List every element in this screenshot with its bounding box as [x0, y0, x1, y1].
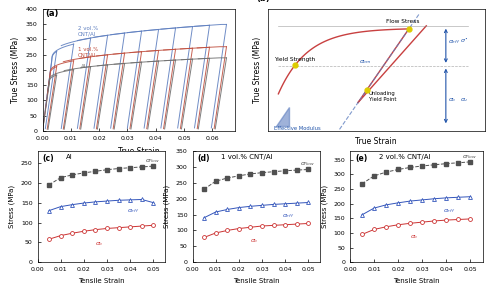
- Text: $\sigma_{eff}$: $\sigma_{eff}$: [448, 38, 460, 46]
- Text: Flow Stress: Flow Stress: [386, 19, 419, 25]
- X-axis label: Tensile Strain: Tensile Strain: [78, 278, 124, 284]
- Text: (b): (b): [256, 0, 270, 3]
- Text: $\sigma_{bm}$: $\sigma_{bm}$: [359, 58, 372, 66]
- Text: $\sigma_b$: $\sigma_b$: [410, 233, 418, 241]
- Text: (e): (e): [356, 154, 368, 163]
- Text: $\sigma_b$: $\sigma_b$: [448, 96, 456, 104]
- Text: $\sigma_{flow}$: $\sigma_{flow}$: [462, 153, 477, 161]
- Text: $\sigma_{flow}$: $\sigma_{flow}$: [300, 160, 315, 168]
- Polygon shape: [276, 107, 289, 126]
- Text: $\sigma_u$: $\sigma_u$: [460, 96, 468, 104]
- Text: $\sigma_{eff}$: $\sigma_{eff}$: [443, 207, 455, 215]
- Y-axis label: Stress (MPa): Stress (MPa): [322, 185, 328, 228]
- Text: 2 vol.% CNT/Al: 2 vol.% CNT/Al: [379, 154, 430, 160]
- Text: Unloading
Yield Point: Unloading Yield Point: [369, 91, 396, 102]
- X-axis label: True Strain: True Strain: [356, 137, 397, 146]
- Text: 1 vol.%
CNT/Al: 1 vol.% CNT/Al: [78, 47, 98, 58]
- Text: $\sigma_{eff}$: $\sigma_{eff}$: [282, 212, 294, 220]
- Y-axis label: Stress (MPa): Stress (MPa): [9, 185, 16, 228]
- Text: (a): (a): [46, 9, 59, 18]
- X-axis label: Tensile Strain: Tensile Strain: [233, 278, 280, 284]
- Y-axis label: True Stress (MPa): True Stress (MPa): [12, 37, 20, 103]
- Text: Al: Al: [80, 64, 86, 69]
- Text: $\sigma^{\bullet}$: $\sigma^{\bullet}$: [460, 37, 468, 45]
- Text: 2 vol.%
CNT/Al: 2 vol.% CNT/Al: [78, 26, 98, 37]
- Text: (d): (d): [198, 154, 210, 163]
- Text: 1 vol.% CNT/Al: 1 vol.% CNT/Al: [220, 154, 272, 160]
- Text: Effective Modulus: Effective Modulus: [274, 126, 321, 131]
- Text: $\sigma_{eff}$: $\sigma_{eff}$: [127, 207, 139, 215]
- Y-axis label: True Stress (MPa): True Stress (MPa): [253, 37, 262, 103]
- Text: Al: Al: [66, 154, 72, 160]
- Y-axis label: Stress (MPa): Stress (MPa): [164, 185, 170, 228]
- Text: $\sigma_b$: $\sigma_b$: [250, 237, 258, 245]
- X-axis label: True Strain: True Strain: [118, 146, 160, 156]
- Text: (c): (c): [42, 154, 54, 163]
- X-axis label: Tensile Strain: Tensile Strain: [393, 278, 440, 284]
- Text: $\sigma_{flow}$: $\sigma_{flow}$: [145, 157, 160, 165]
- Text: $\sigma_b$: $\sigma_b$: [95, 240, 104, 248]
- Text: Yield Strength: Yield Strength: [274, 56, 315, 62]
